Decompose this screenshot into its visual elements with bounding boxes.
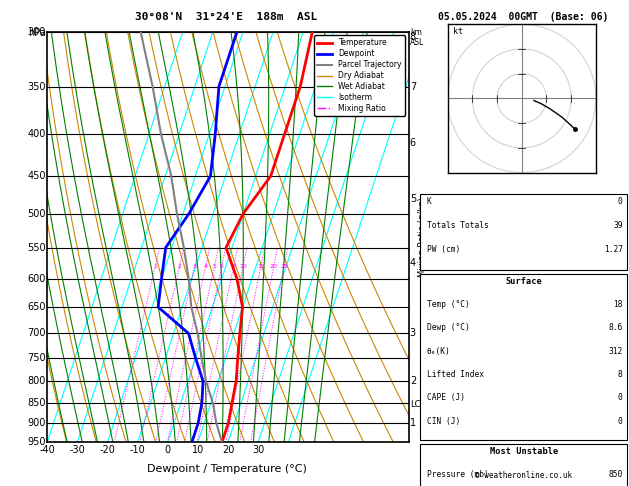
Text: 800: 800 <box>27 376 46 386</box>
Text: 5: 5 <box>409 194 416 204</box>
Text: 850: 850 <box>608 470 623 479</box>
Text: θₑ(K): θₑ(K) <box>426 347 450 356</box>
Text: 600: 600 <box>27 274 46 283</box>
Text: 10: 10 <box>192 445 204 455</box>
Text: 1.27: 1.27 <box>604 245 623 255</box>
Text: Surface: Surface <box>505 277 542 286</box>
Text: Dewp (°C): Dewp (°C) <box>426 323 469 332</box>
Text: 650: 650 <box>27 302 46 312</box>
Text: 900: 900 <box>27 418 46 428</box>
Text: 850: 850 <box>27 398 46 408</box>
Bar <box>420 444 627 486</box>
Text: 1: 1 <box>153 264 157 269</box>
Text: 0: 0 <box>618 197 623 206</box>
Text: 0: 0 <box>618 393 623 402</box>
Text: 350: 350 <box>27 82 46 91</box>
Text: 15: 15 <box>257 264 265 269</box>
Text: 05.05.2024  00GMT  (Base: 06): 05.05.2024 00GMT (Base: 06) <box>438 12 609 22</box>
Legend: Temperature, Dewpoint, Parcel Trajectory, Dry Adiabat, Wet Adiabat, Isotherm, Mi: Temperature, Dewpoint, Parcel Trajectory… <box>314 35 405 116</box>
Text: CAPE (J): CAPE (J) <box>426 393 465 402</box>
Text: 300: 300 <box>27 27 46 36</box>
Text: CIN (J): CIN (J) <box>426 417 460 426</box>
Text: 7: 7 <box>409 82 416 91</box>
Text: 8: 8 <box>231 264 235 269</box>
Text: 2: 2 <box>409 376 416 386</box>
Text: Lifted Index: Lifted Index <box>426 370 484 379</box>
Text: 8: 8 <box>618 370 623 379</box>
Text: 20: 20 <box>270 264 277 269</box>
Bar <box>420 194 627 270</box>
Text: 6: 6 <box>409 138 416 148</box>
Bar <box>420 274 627 440</box>
Text: 30°08'N  31°24'E  188m  ASL: 30°08'N 31°24'E 188m ASL <box>135 12 318 22</box>
Text: km
ASL: km ASL <box>409 28 424 48</box>
Text: 400: 400 <box>27 129 46 139</box>
Text: 1: 1 <box>409 418 416 428</box>
Text: Most Unstable: Most Unstable <box>489 447 558 456</box>
Text: 0: 0 <box>618 417 623 426</box>
Text: 8: 8 <box>409 33 416 42</box>
Text: 0: 0 <box>165 445 171 455</box>
Text: PW (cm): PW (cm) <box>426 245 460 255</box>
Text: kt: kt <box>453 27 462 36</box>
Text: LCL: LCL <box>409 400 425 409</box>
Text: 4: 4 <box>409 259 416 268</box>
Text: 39: 39 <box>613 221 623 230</box>
Text: 750: 750 <box>27 353 46 363</box>
Text: Mixing Ratio (g/kg): Mixing Ratio (g/kg) <box>418 197 427 277</box>
Text: Pressure (mb): Pressure (mb) <box>426 470 489 479</box>
Text: © weatheronline.co.uk: © weatheronline.co.uk <box>475 471 572 480</box>
Text: Dewpoint / Temperature (°C): Dewpoint / Temperature (°C) <box>147 464 306 474</box>
Text: 8.6: 8.6 <box>608 323 623 332</box>
Text: 2: 2 <box>177 264 182 269</box>
Text: 450: 450 <box>27 171 46 181</box>
Text: 312: 312 <box>608 347 623 356</box>
Text: -40: -40 <box>39 445 55 455</box>
Text: 4: 4 <box>204 264 208 269</box>
Text: 20: 20 <box>222 445 234 455</box>
Text: -30: -30 <box>69 445 85 455</box>
Text: 700: 700 <box>27 329 46 338</box>
Text: 950: 950 <box>27 437 46 447</box>
Text: 30: 30 <box>252 445 264 455</box>
Text: 3: 3 <box>192 264 196 269</box>
Text: hPa: hPa <box>28 28 46 38</box>
Text: Temp (°C): Temp (°C) <box>426 300 469 309</box>
Text: 18: 18 <box>613 300 623 309</box>
Text: -10: -10 <box>130 445 145 455</box>
Text: 25: 25 <box>280 264 288 269</box>
Text: 3: 3 <box>409 329 416 338</box>
Text: 5: 5 <box>213 264 216 269</box>
Text: 500: 500 <box>27 208 46 219</box>
Text: 550: 550 <box>27 243 46 253</box>
Text: -20: -20 <box>99 445 115 455</box>
Text: 10: 10 <box>239 264 247 269</box>
Text: K: K <box>426 197 431 206</box>
Text: 6: 6 <box>220 264 224 269</box>
Text: Totals Totals: Totals Totals <box>426 221 489 230</box>
